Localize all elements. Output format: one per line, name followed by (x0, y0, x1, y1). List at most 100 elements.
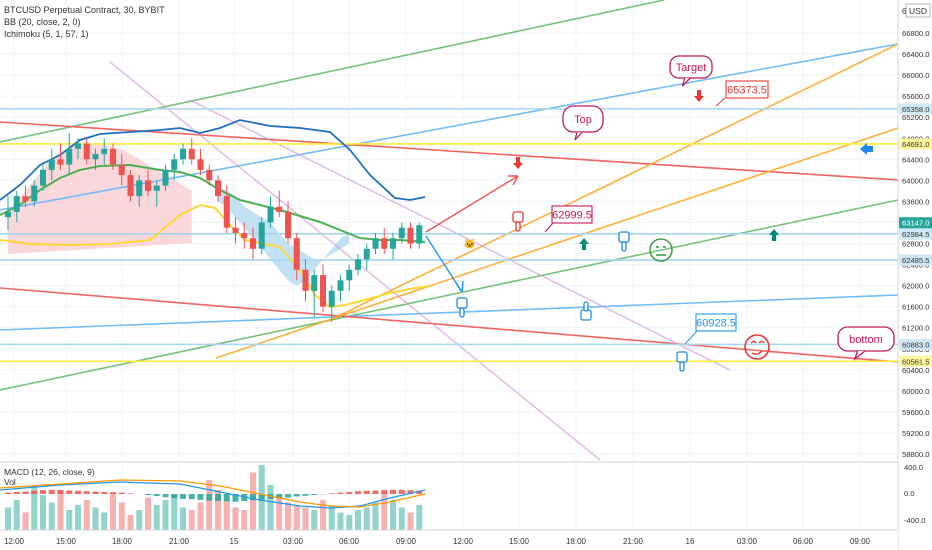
macd-hist-bar (66, 490, 73, 494)
candle-body (153, 185, 160, 191)
price-label: 60561.5 (902, 357, 929, 366)
price-tick-label: 58800.0 (902, 450, 929, 459)
macd-hist-bar (372, 490, 379, 494)
candle-body (416, 225, 423, 244)
price-tick-label: 60400.0 (902, 366, 929, 375)
volume-bar (118, 502, 125, 530)
macd-hist-bar (162, 494, 169, 498)
candle-body (92, 154, 99, 160)
price-label: 65358.0 (902, 105, 929, 114)
legend-ichimoku[interactable]: Ichimoku (5, 1, 57, 1) (4, 29, 89, 39)
macd-tick-label: 400.0 (904, 463, 923, 472)
price-tick-label: 65200.0 (902, 113, 929, 122)
price-axis-bg (898, 0, 932, 550)
hand-palm (676, 351, 688, 363)
volume-bar (136, 510, 143, 530)
macd-hist-bar (13, 491, 20, 494)
legend-vol[interactable]: Vol (4, 477, 16, 487)
price-label-bg (899, 355, 932, 367)
candle-body (171, 159, 178, 170)
hand-pointer-icon (512, 211, 524, 232)
volume-bar (363, 507, 370, 530)
arrow-line (425, 235, 463, 293)
legend-bb[interactable]: BB (20, close, 2, 0) (4, 17, 81, 27)
price-tick-label: 62800.0 (902, 240, 929, 249)
time-axis-bg (0, 530, 898, 550)
volume-bar (276, 495, 283, 530)
callout-60928: 60928.5 (695, 313, 737, 332)
macd-hist-bar (363, 490, 370, 494)
candle-body (197, 159, 204, 170)
callout-target-price: 65373.5 (725, 80, 769, 99)
time-tick-label: 18:00 (112, 537, 133, 546)
candle-body (57, 159, 64, 165)
volume-bar (302, 507, 309, 530)
callout-box (551, 205, 593, 224)
macd-pane (0, 461, 898, 530)
candle-body (215, 180, 221, 197)
candle-body (407, 227, 414, 244)
candle-body (180, 148, 186, 160)
cat-icon: 🐱 (464, 238, 476, 250)
hand-pointer-icon (676, 351, 688, 372)
volume-bar (320, 500, 326, 530)
volume-bar (22, 512, 29, 530)
macd-hist-bar (355, 491, 361, 494)
volume-bar (223, 500, 230, 530)
arrow-up-icon (769, 229, 779, 241)
volume-bar (153, 505, 160, 530)
price-axis[interactable]: USD666800.066400.066000.065600.065200.06… (897, 0, 932, 550)
candles (5, 132, 423, 323)
volume-bar (40, 495, 46, 530)
callout-text: Target (676, 62, 707, 74)
callout-bubble (562, 105, 604, 133)
callout-bubble (837, 326, 895, 352)
price-label-bg (899, 254, 932, 266)
volume-bar (398, 507, 405, 530)
price-tick-label: 60000.0 (902, 387, 929, 396)
macd-hist-bar (258, 494, 265, 500)
volume-bar (328, 505, 335, 530)
legend-macd[interactable]: MACD (12, 26, close, 9) (4, 467, 95, 477)
macd-legend: MACD (12, 26, close, 9) Vol (4, 467, 95, 487)
arrow-left-icon (860, 143, 873, 155)
callout-tail (574, 131, 583, 141)
candle-body (206, 169, 213, 181)
candle-body (276, 206, 283, 212)
trend-line (329, 43, 899, 321)
price-label: 60883.0 (902, 340, 929, 349)
callout-62999: 62999.5 (551, 205, 593, 224)
macd-hist-bar (416, 490, 423, 494)
volume-bar (171, 495, 178, 530)
arrow-down-icon (694, 90, 704, 102)
volume-bar (92, 507, 99, 530)
time-tick-label: 15:00 (56, 537, 77, 546)
volume-bar (188, 510, 195, 530)
volume-bar (101, 512, 108, 530)
price-label: 62485.5 (902, 256, 929, 265)
macd-hist-bar (5, 492, 11, 494)
macd-hist-bar (285, 494, 291, 498)
callout-text: 62999.5 (552, 210, 592, 222)
candle-body (75, 143, 81, 149)
time-axis[interactable]: 12:00 15:00 18:00 21:00 15 03:00 06:00 09:00 12:… (0, 529, 898, 550)
macd-hist-bar (276, 494, 283, 499)
legend-symbol[interactable]: BTCUSD Perpetual Contract, 30, BYBIT (4, 5, 165, 15)
volume-bar (197, 502, 204, 530)
macd-hist-bar (206, 494, 213, 501)
price-tick-label: 59600.0 (902, 408, 929, 417)
macd-hist-bar (145, 494, 151, 496)
volume-bar (162, 500, 169, 530)
volume-bar (407, 512, 414, 530)
volume-bar (83, 500, 90, 530)
time-tick-label: 03:00 (283, 537, 304, 546)
price-label-bg (899, 228, 932, 240)
currency-label: USD (909, 6, 927, 16)
candle-body (118, 164, 125, 176)
candle-body (31, 185, 38, 202)
macd-hist-bar (188, 494, 195, 500)
candle-body (40, 169, 46, 186)
macd-hist-bar (232, 494, 239, 502)
macd-hist-bar (197, 494, 204, 500)
